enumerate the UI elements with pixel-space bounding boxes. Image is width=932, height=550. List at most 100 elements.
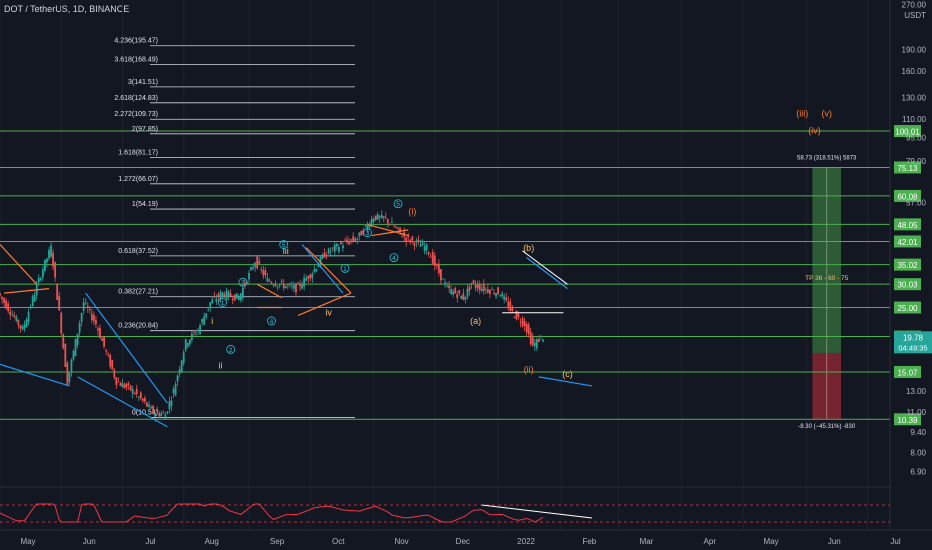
trend-line[interactable] [538, 376, 593, 387]
candle-body [86, 306, 89, 309]
candle-body [221, 292, 224, 297]
wave-label: 1 [343, 266, 347, 273]
pattern-line[interactable] [256, 283, 282, 299]
candle-body [286, 284, 289, 286]
candle-body [276, 286, 279, 288]
trend-line[interactable] [85, 292, 168, 404]
pattern-line[interactable] [522, 250, 568, 285]
price-tick-label: 160.00 [902, 67, 927, 76]
candle-body [168, 401, 171, 410]
candle-body [111, 360, 114, 370]
candle-body [452, 291, 455, 295]
pattern-line[interactable] [4, 288, 50, 294]
candle-body [495, 293, 497, 297]
candle-body [174, 384, 177, 396]
price-tick-label: 8.00 [910, 449, 926, 458]
candle-body [205, 313, 208, 318]
candle-body [90, 313, 93, 320]
candle-body [146, 402, 148, 407]
candle-body [354, 238, 357, 242]
price-tick-label: 130.00 [902, 94, 927, 103]
candle-body [368, 225, 371, 228]
take-profit-zone [812, 167, 842, 353]
candle-body [0, 293, 1, 296]
level-tag [894, 235, 921, 248]
price-tick-label: 11.00 [907, 408, 927, 417]
candle-body [411, 236, 414, 241]
candle-body [384, 217, 387, 218]
candle-body [456, 294, 459, 299]
candle-body [513, 317, 516, 318]
candle-body [497, 287, 499, 295]
wave-label: (a) [470, 316, 481, 326]
candle-body [66, 362, 69, 385]
level-tag [894, 278, 921, 291]
trend-line[interactable] [77, 376, 168, 428]
time-tick-label: Oct [332, 537, 345, 546]
candle-body [462, 293, 465, 300]
candle-body [397, 227, 399, 229]
candle-body [213, 296, 216, 298]
candle-body [58, 296, 61, 311]
candle-body [19, 325, 22, 328]
price-tick-label: 6.90 [910, 467, 926, 476]
candle-body [313, 269, 316, 272]
candle-body [327, 248, 330, 254]
candle-body [11, 314, 14, 316]
pattern-line[interactable] [305, 247, 352, 294]
wave-label: (iii) [796, 109, 808, 119]
candle-body [203, 316, 206, 325]
time-tick-label: Jun [83, 537, 96, 546]
candle-body [31, 296, 34, 306]
candle-body [68, 372, 71, 382]
candle-body [119, 383, 122, 386]
level-price-label: 10.39 [897, 416, 918, 425]
candle-body [291, 285, 293, 287]
rsi-divergence-line[interactable] [481, 504, 593, 519]
candle-body [39, 278, 42, 281]
level-price-label: 75.13 [897, 164, 918, 173]
candle-body [103, 336, 106, 347]
candle-body [182, 352, 185, 364]
pattern-line[interactable] [297, 292, 352, 316]
candle-body [217, 294, 220, 297]
candle-body [299, 283, 301, 287]
candle-body [129, 385, 132, 391]
stop-loss-label: -8.30 (−45.31%) -830 [798, 424, 856, 430]
candle-body [46, 258, 48, 263]
pattern-line[interactable] [371, 229, 409, 237]
candle-body [105, 350, 108, 352]
pattern-line[interactable] [367, 223, 409, 237]
wave-label: iii [283, 246, 289, 256]
time-tick-label: Jul [145, 537, 155, 546]
candle-body [523, 321, 526, 327]
countdown-label: 04:49:35 [898, 343, 927, 352]
candle-body [470, 282, 473, 285]
rsi-line [0, 503, 544, 523]
trend-line[interactable] [0, 363, 70, 387]
fib-label: 2.618(124.83) [114, 95, 158, 102]
candle-body [78, 323, 81, 333]
candle-body [121, 383, 124, 388]
candle-body [237, 297, 240, 300]
candle-body [348, 241, 350, 244]
pattern-line[interactable] [0, 244, 38, 285]
candle-body [141, 398, 144, 401]
trend-line[interactable] [301, 244, 344, 294]
level-tag [894, 218, 921, 231]
level-price-label: 25.00 [897, 304, 918, 313]
candle-body [95, 320, 97, 325]
candle-body [50, 245, 52, 257]
candle-body [297, 282, 299, 284]
wave-label: 5 [396, 201, 400, 208]
candle-body [60, 312, 63, 334]
trend-line[interactable] [526, 257, 568, 290]
candle-body [201, 319, 203, 323]
candle-body [156, 409, 159, 412]
time-tick-label: Jun [828, 537, 841, 546]
fib-label: 1(54.19) [132, 201, 158, 208]
candle-body [48, 250, 50, 259]
candle-body [323, 252, 326, 258]
candle-body [256, 256, 259, 269]
